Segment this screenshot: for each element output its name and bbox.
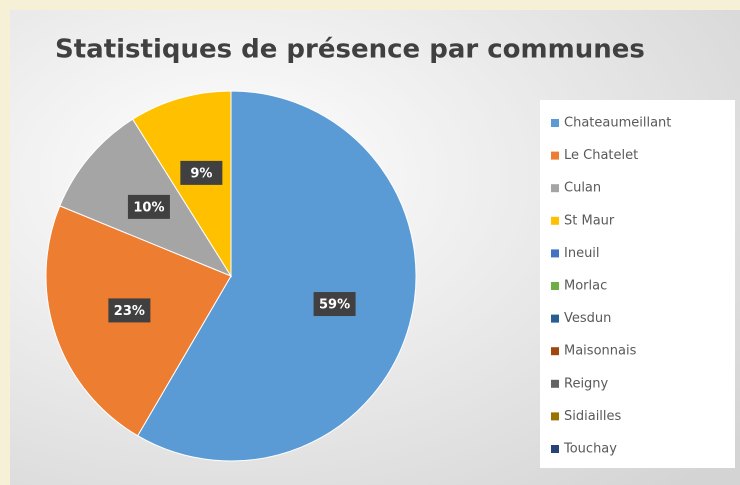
legend-swatch — [551, 445, 559, 453]
legend-swatch — [551, 282, 559, 290]
slice-label: 59% — [319, 298, 350, 313]
legend-label: Chateaumeillant — [564, 116, 671, 131]
legend-box — [540, 100, 735, 468]
legend-label: Morlac — [564, 279, 607, 294]
legend-label: Le Chatelet — [564, 148, 638, 163]
legend-swatch — [551, 379, 559, 388]
legend-swatch — [551, 151, 559, 160]
legend-label: Sidiailles — [564, 409, 622, 424]
legend-label: Maisonnais — [564, 344, 637, 359]
legend-label: Touchay — [563, 442, 617, 457]
label-box — [108, 298, 151, 323]
legend-swatch — [551, 119, 559, 127]
label-box — [313, 292, 356, 317]
legend-label: Culan — [564, 181, 601, 196]
legend-label: Reigny — [564, 376, 609, 391]
slice-label: 23% — [114, 304, 145, 319]
legend-swatch — [551, 412, 559, 421]
legend-label: Ineuil — [564, 246, 600, 261]
legend-label: St Maur — [564, 213, 615, 228]
label-box — [180, 160, 223, 185]
legend-swatch — [551, 249, 559, 258]
legend-swatch — [551, 347, 559, 356]
legend-swatch — [551, 216, 559, 225]
legend-label: Vesdun — [564, 311, 611, 326]
legend-swatch — [551, 184, 559, 193]
legend-swatch — [551, 314, 559, 323]
label-box — [127, 194, 170, 219]
slice-label: 10% — [133, 200, 164, 215]
pie-slice — [136, 90, 417, 462]
slice-label: 9% — [190, 166, 212, 181]
chart-title: Statistiques de présence par communes — [55, 35, 645, 65]
